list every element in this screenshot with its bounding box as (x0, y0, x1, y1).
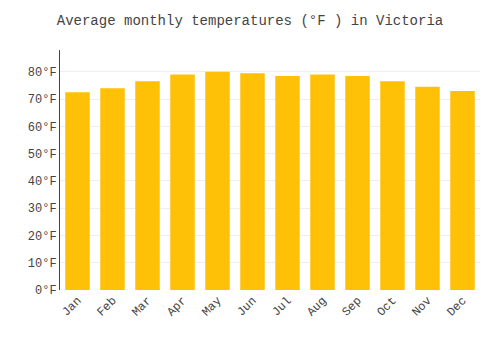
svg-text:0°F: 0°F (35, 284, 57, 298)
svg-text:50°F: 50°F (28, 148, 57, 162)
svg-text:40°F: 40°F (28, 175, 57, 189)
svg-text:Apr: Apr (164, 294, 189, 319)
svg-text:May: May (199, 294, 224, 319)
svg-text:30°F: 30°F (28, 202, 57, 216)
svg-text:Sep: Sep (339, 294, 364, 319)
svg-text:Dec: Dec (444, 294, 469, 319)
svg-text:Feb: Feb (94, 294, 119, 319)
svg-text:20°F: 20°F (28, 230, 57, 244)
svg-text:Average monthly temperatures (: Average monthly temperatures (°F ) in Vi… (57, 13, 443, 29)
svg-text:60°F: 60°F (28, 121, 57, 135)
svg-text:Nov: Nov (409, 294, 434, 319)
svg-text:Mar: Mar (129, 294, 154, 319)
svg-text:Jun: Jun (234, 294, 259, 319)
svg-text:70°F: 70°F (28, 93, 57, 107)
svg-text:Jan: Jan (59, 294, 84, 319)
svg-text:Jul: Jul (269, 294, 294, 319)
svg-text:10°F: 10°F (28, 257, 57, 271)
svg-text:Oct: Oct (374, 294, 399, 319)
svg-text:80°F: 80°F (28, 66, 57, 80)
svg-text:Aug: Aug (304, 294, 329, 319)
